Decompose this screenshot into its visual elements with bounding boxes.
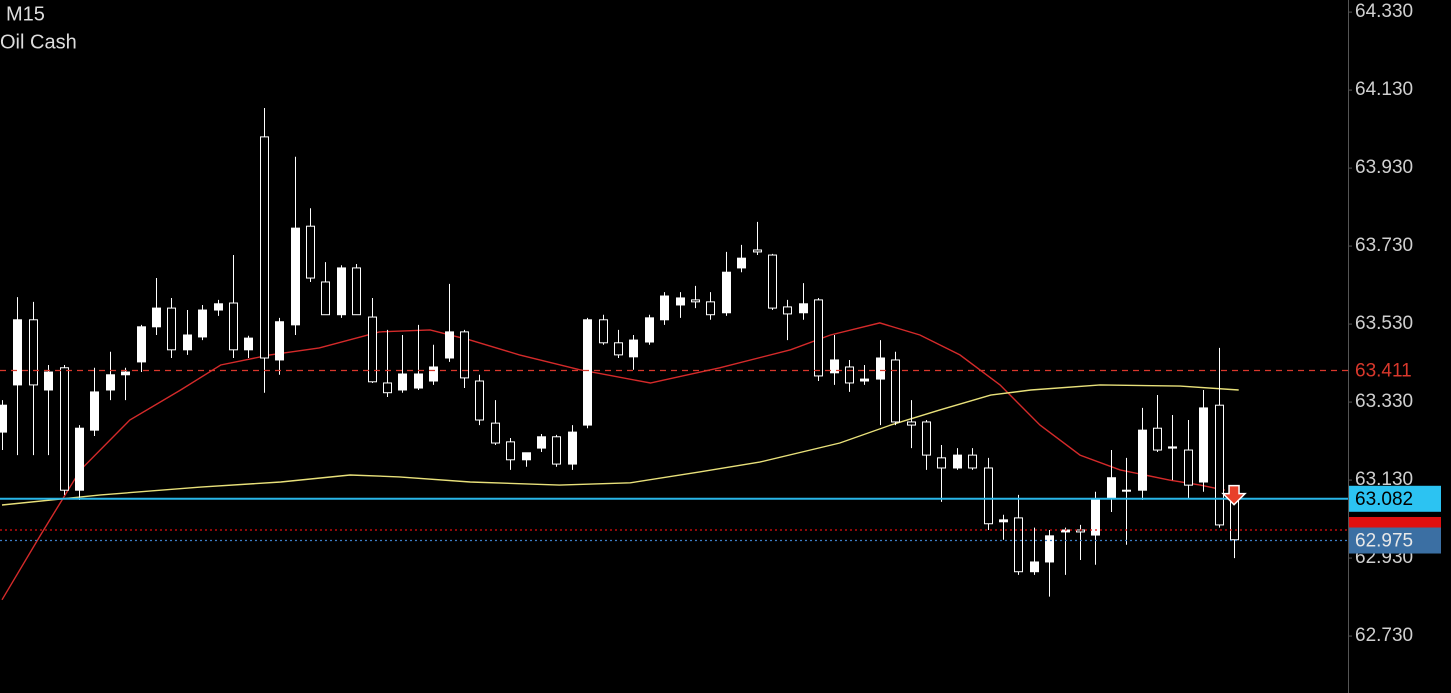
candle-body <box>90 391 99 431</box>
candle-body <box>1091 499 1100 536</box>
candle-body <box>183 334 192 351</box>
y-tick-label: 63.330 <box>1355 391 1413 412</box>
moving-average <box>1 322 1225 601</box>
candle-body <box>999 519 1008 523</box>
candle-body <box>337 267 346 316</box>
candle-body <box>44 371 53 391</box>
candle-body <box>768 254 777 309</box>
candle-body <box>198 309 207 338</box>
candle-body <box>75 427 84 491</box>
candle-body <box>0 404 7 433</box>
candle-body <box>291 227 300 326</box>
candle-body <box>583 319 592 426</box>
candle-body <box>398 373 407 391</box>
candle-body <box>568 431 577 465</box>
candle-body <box>1184 449 1193 486</box>
candle-body <box>1107 477 1116 499</box>
candle-body <box>1030 561 1039 573</box>
candle-body <box>244 337 253 351</box>
candle-body <box>629 339 638 358</box>
candle-body <box>830 359 839 374</box>
candle-body <box>907 421 916 426</box>
candle-body <box>891 359 900 423</box>
candle-body <box>706 301 715 316</box>
candle-body <box>321 281 330 316</box>
candle-body <box>953 454 962 469</box>
candle-body <box>1153 427 1162 451</box>
candle-body <box>522 452 531 461</box>
candle-body <box>1122 489 1131 492</box>
candle-body <box>137 326 146 363</box>
candle-body <box>229 302 238 351</box>
candle-body <box>1138 429 1147 491</box>
candle-body <box>383 382 392 394</box>
candle-body <box>152 307 161 328</box>
candle-body <box>845 366 854 384</box>
candle-body <box>968 454 977 469</box>
candle-body <box>491 422 500 444</box>
candle-body <box>660 295 669 321</box>
candle-body <box>599 319 608 344</box>
candle-body <box>814 299 823 377</box>
candle-body <box>937 457 946 469</box>
y-tick-label: 64.130 <box>1355 79 1413 100</box>
candle-body <box>552 436 561 465</box>
candle-body <box>275 321 284 361</box>
candle-body <box>29 319 38 386</box>
price-label: 63.411 <box>1355 360 1412 381</box>
price-label: 62.975 <box>1355 531 1413 552</box>
candle-body <box>645 317 654 343</box>
candle-body <box>799 303 808 314</box>
candle-body <box>106 374 115 391</box>
candle-body <box>13 319 22 386</box>
candle-body <box>783 306 792 315</box>
candle-body <box>860 378 869 382</box>
candle-body <box>1045 535 1054 563</box>
candle-body <box>753 249 762 253</box>
y-tick-label: 63.930 <box>1355 157 1413 178</box>
candle-body <box>368 316 377 383</box>
candle-body <box>214 303 223 311</box>
candle-body <box>167 307 176 351</box>
y-tick-label: 63.130 <box>1355 469 1413 490</box>
candle-body <box>460 331 469 379</box>
candle-body <box>445 331 454 359</box>
symbol: Oil Cash <box>0 31 77 53</box>
candle-body <box>414 373 423 389</box>
candle-body <box>475 380 484 421</box>
candle-body <box>676 297 685 306</box>
price-label-box <box>1349 485 1441 512</box>
y-tick-label: 62.730 <box>1355 625 1413 646</box>
y-tick-label: 64.330 <box>1355 1 1413 22</box>
price-label: 63.082 <box>1355 489 1413 510</box>
candle-body <box>121 371 130 376</box>
price-label-box <box>1349 527 1441 554</box>
moving-average <box>1 384 1239 506</box>
sell-arrow <box>1221 484 1247 506</box>
candle-body <box>1168 446 1177 449</box>
candle-body <box>352 267 361 316</box>
candle-body <box>722 271 731 314</box>
candle-body <box>984 467 993 525</box>
candle-body <box>60 367 69 491</box>
candle-body <box>737 257 746 269</box>
candle-body <box>691 299 700 303</box>
candle-body <box>260 136 269 359</box>
candle-body <box>306 225 315 279</box>
candle-body <box>537 436 546 449</box>
candle-body <box>614 342 623 356</box>
y-tick-label: 63.730 <box>1355 235 1413 256</box>
y-tick-label: 63.530 <box>1355 313 1413 334</box>
candle-body <box>429 366 438 382</box>
candle-body <box>1199 407 1208 483</box>
candle-body <box>876 357 885 380</box>
candle-body <box>1014 517 1023 573</box>
candle-body <box>506 441 515 461</box>
candle-body <box>1215 404 1224 526</box>
timeframe: M15 <box>6 3 45 25</box>
candle-body <box>922 421 931 456</box>
